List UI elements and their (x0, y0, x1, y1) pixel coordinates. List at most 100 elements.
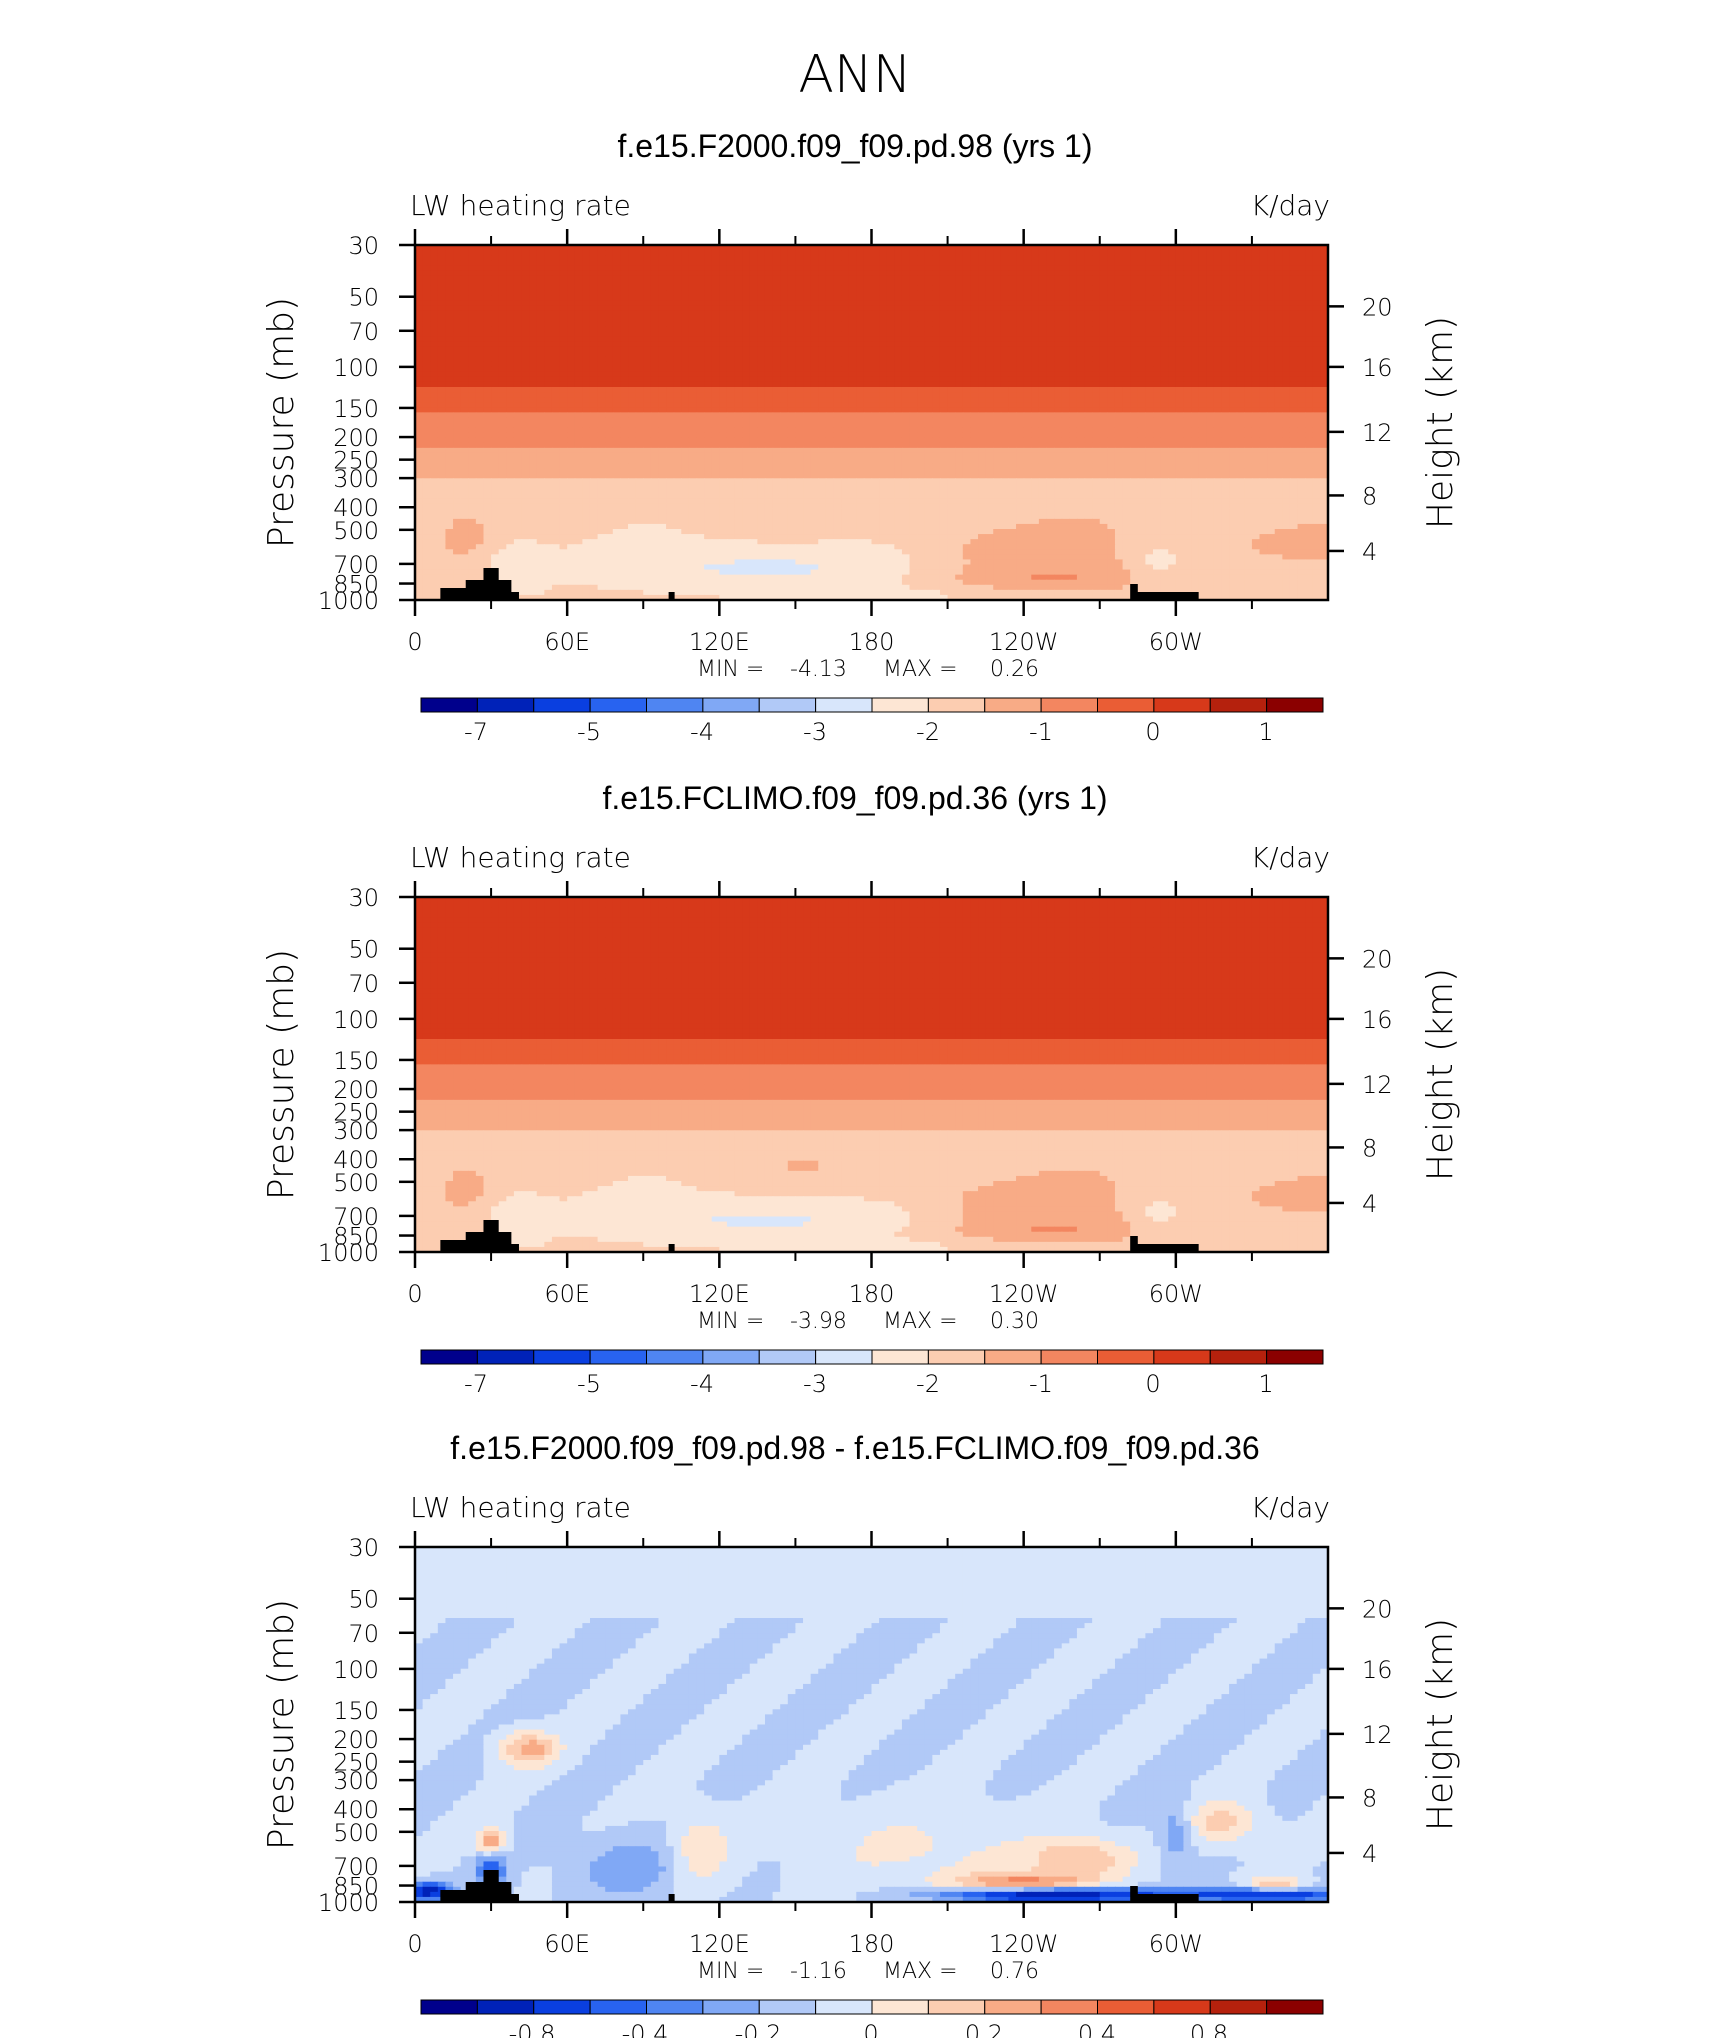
heatmap-cell (872, 331, 880, 337)
heatmap-cell (970, 306, 978, 312)
heatmap-cell (780, 291, 788, 297)
heatmap-cell (811, 286, 819, 292)
heatmap-cell (1298, 260, 1306, 266)
heatmap-cell (742, 270, 750, 276)
heatmap-cell (506, 270, 514, 276)
heatmap-cell (1062, 250, 1070, 256)
heatmap-cell (560, 281, 568, 287)
heatmap-cell (1305, 270, 1313, 276)
heatmap-cell (1313, 286, 1321, 292)
heatmap-cell (666, 296, 674, 302)
heatmap-cell (742, 265, 750, 271)
heatmap-cell (1085, 296, 1093, 302)
heatmap-cell (1260, 265, 1268, 271)
heatmap-cell (1206, 296, 1214, 302)
heatmap-cell (1221, 250, 1229, 256)
heatmap-cell (423, 255, 431, 261)
heatmap-cell (704, 275, 712, 281)
heatmap-cell (1305, 301, 1313, 307)
heatmap-cell (445, 331, 453, 337)
heatmap-cell (1275, 326, 1283, 332)
heatmap-cell (1298, 326, 1306, 332)
heatmap-cell (856, 260, 864, 266)
heatmap-cell (856, 291, 864, 297)
heatmap-cell (910, 250, 918, 256)
heatmap-cell (1077, 306, 1085, 312)
heatmap-cell (681, 260, 689, 266)
heatmap-cell (910, 255, 918, 261)
heatmap-cell (811, 331, 819, 337)
heatmap-cell (658, 270, 666, 276)
heatmap-cell (552, 291, 560, 297)
heatmap-cell (1008, 326, 1016, 332)
heatmap-cell (613, 321, 621, 327)
heatmap-cell (658, 286, 666, 292)
heatmap-cell (795, 331, 803, 337)
heatmap-cell (461, 321, 469, 327)
heatmap-cell (689, 326, 697, 332)
heatmap-cell (750, 286, 758, 292)
heatmap-cell (1039, 281, 1047, 287)
heatmap-cell (567, 301, 575, 307)
heatmap-cell (1046, 316, 1054, 322)
heatmap-cell (1054, 301, 1062, 307)
heatmap-cell (1267, 301, 1275, 307)
heatmap-cell (818, 301, 826, 307)
heatmap-cell (841, 270, 849, 276)
heatmap-cell (765, 316, 773, 322)
heatmap-cell (856, 321, 864, 327)
heatmap-cell (902, 291, 910, 297)
heatmap-cell (1054, 255, 1062, 261)
heatmap-cell (917, 260, 925, 266)
heatmap-cell (582, 326, 590, 332)
heatmap-cell (689, 291, 697, 297)
heatmap-cell (1046, 311, 1054, 317)
heatmap-cell (727, 331, 735, 337)
heatmap-cell (1260, 291, 1268, 297)
heatmap-cell (1199, 250, 1207, 256)
heatmap-cell (887, 306, 895, 312)
heatmap-cell (963, 260, 971, 266)
heatmap-cell (643, 306, 651, 312)
heatmap-cell (1046, 326, 1054, 332)
heatmap-cell (1130, 260, 1138, 266)
heatmap-cell (940, 255, 948, 261)
heatmap-cell (1077, 250, 1085, 256)
heatmap-cell (1123, 260, 1131, 266)
heatmap-cell (1039, 306, 1047, 312)
heatmap-cell (598, 275, 606, 281)
heatmap-cell (1252, 296, 1260, 302)
heatmap-cell (879, 306, 887, 312)
heatmap-cell (872, 306, 880, 312)
heatmap-cell (1199, 260, 1207, 266)
heatmap-cell (780, 296, 788, 302)
heatmap-cell (575, 270, 583, 276)
heatmap-cell (651, 331, 659, 337)
heatmap-cell (735, 265, 743, 271)
heatmap-cell (674, 296, 682, 302)
heatmap-cell (1282, 311, 1290, 317)
heatmap-cell (1115, 321, 1123, 327)
heatmap-cell (499, 326, 507, 332)
heatmap-cell (468, 291, 476, 297)
heatmap-cell (765, 326, 773, 332)
heatmap-cell (887, 281, 895, 287)
heatmap-cell (910, 331, 918, 337)
heatmap-cell (529, 255, 537, 261)
heatmap-cell (522, 331, 530, 337)
heatmap-cell (780, 311, 788, 317)
heatmap-cell (1313, 250, 1321, 256)
heatmap-cell (636, 286, 644, 292)
heatmap-cell (872, 311, 880, 317)
heatmap-cell (537, 291, 545, 297)
heatmap-cell (978, 286, 986, 292)
heatmap-cell (1153, 286, 1161, 292)
heatmap-cell (742, 281, 750, 287)
heatmap-cell (636, 316, 644, 322)
heatmap-cell (651, 286, 659, 292)
heatmap-cell (1138, 286, 1146, 292)
heatmap-cell (522, 311, 530, 317)
heatmap-cell (1100, 275, 1108, 281)
heatmap-cell (1145, 291, 1153, 297)
heatmap-cell (1282, 250, 1290, 256)
